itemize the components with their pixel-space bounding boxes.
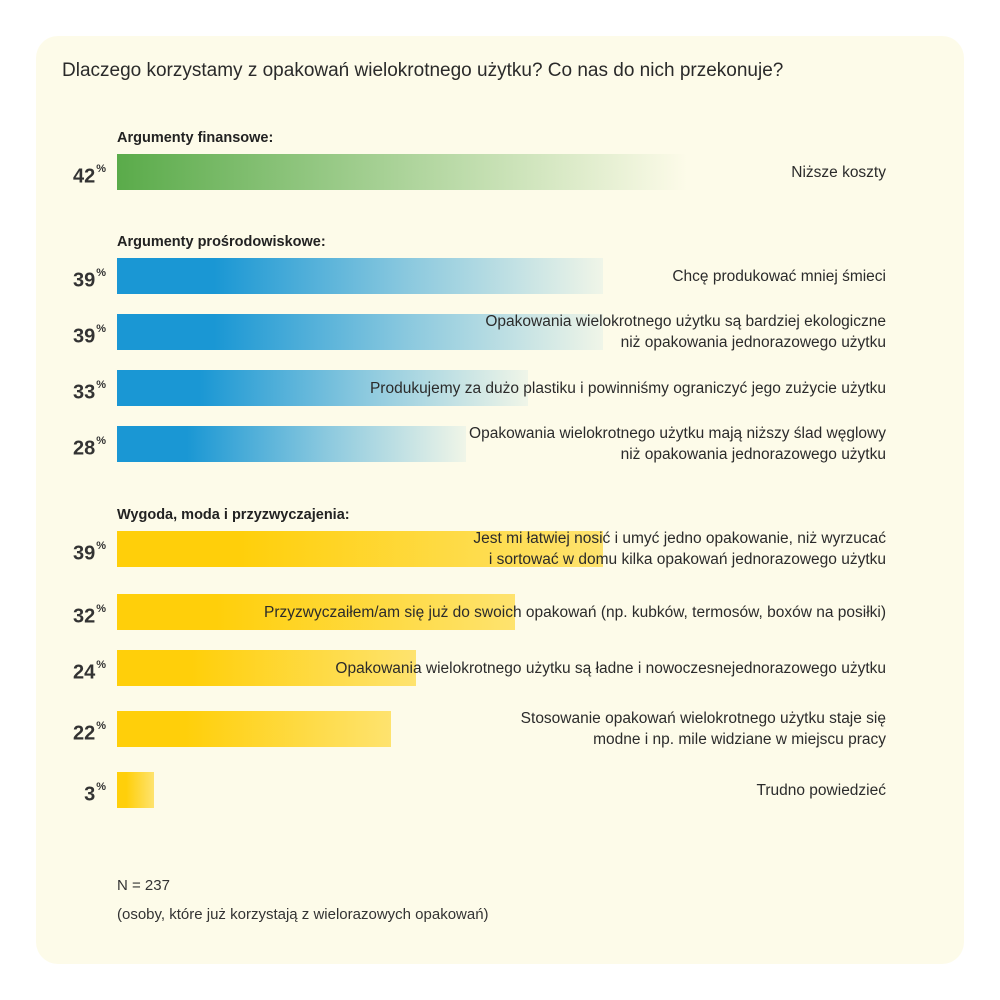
bar-row: 42% Niższe koszty	[0, 154, 1000, 190]
value-number: 33	[72, 381, 96, 404]
category-label: Opakowania wielokrotnego użytku są bardz…	[126, 313, 886, 351]
value-label: 32%	[40, 594, 106, 630]
percent-sign: %	[96, 267, 106, 279]
percent-sign: %	[96, 720, 106, 732]
category-label-text: Niższe koszty	[791, 163, 886, 181]
value-number: 39	[72, 325, 96, 348]
bar	[117, 426, 466, 462]
group-label: Argumenty prośrodowiskowe:	[117, 234, 326, 250]
value-number: 42	[72, 165, 96, 188]
category-label: Trudno powiedzieć	[126, 772, 886, 808]
bar-row: 39% Opakowania wielokrotnego użytku są ba…	[0, 313, 1000, 351]
value-label: 42%	[40, 154, 106, 190]
value-label: 39%	[40, 531, 106, 567]
category-label-text: Trudno powiedzieć	[756, 781, 886, 799]
category-label: Jest mi łatwiej nosić i umyć jedno opako…	[126, 530, 886, 568]
chart-card	[36, 36, 964, 964]
category-label: Niższe koszty	[126, 154, 886, 190]
bar-row: 39% Chcę produkować mniej śmieci	[0, 258, 1000, 294]
value-label: 33%	[40, 370, 106, 406]
bar-row: 22% Stosowanie opakowań wielokrotnego uży…	[0, 710, 1000, 748]
value-number: 24	[72, 661, 96, 684]
value-label: 3%	[40, 772, 106, 808]
bar	[117, 258, 603, 294]
value-label: 39%	[40, 258, 106, 294]
value-number: 39	[72, 542, 96, 565]
value-number: 32	[72, 605, 96, 628]
bar	[117, 314, 603, 350]
value-label: 28%	[40, 426, 106, 462]
bar	[117, 594, 515, 630]
sample-size-note: N = 237	[117, 877, 170, 894]
value-number: 28	[72, 437, 96, 460]
category-label-text: Opakowania wielokrotnego użytku są ładne…	[335, 659, 886, 677]
chart-title: Dlaczego korzystamy z opakowań wielokrot…	[62, 60, 784, 81]
category-label: Stosowanie opakowań wielokrotnego użytku…	[126, 710, 886, 748]
percent-sign: %	[96, 603, 106, 615]
bar-row: 39% Jest mi łatwiej nosić i umyć jedno op…	[0, 530, 1000, 568]
percent-sign: %	[96, 659, 106, 671]
category-label-text: Opakowania wielokrotnego użytku mają niż…	[469, 425, 886, 463]
category-label-text: Chcę produkować mniej śmieci	[672, 267, 886, 285]
percent-sign: %	[96, 540, 106, 552]
value-number: 39	[72, 269, 96, 292]
category-label: Produkujemy za dużo plastiku i powinniśm…	[126, 370, 886, 406]
category-label-text: Produkujemy za dużo plastiku i powinniśm…	[369, 379, 886, 397]
value-number: 22	[72, 722, 96, 745]
percent-sign: %	[96, 379, 106, 391]
category-label-text: Przyzwyczaiłem/am się już do swoich opak…	[264, 603, 886, 621]
value-label: 24%	[40, 650, 106, 686]
bar	[117, 711, 391, 747]
category-label-text: Stosowanie opakowań wielokrotnego użytku…	[520, 710, 886, 748]
sample-description-note: (osoby, które już korzystają z wielorazo…	[117, 906, 489, 923]
percent-sign: %	[96, 323, 106, 335]
value-label: 22%	[40, 711, 106, 747]
percent-sign: %	[96, 781, 106, 793]
bar	[117, 772, 154, 808]
percent-sign: %	[96, 435, 106, 447]
group-label: Wygoda, moda i przyzwyczajenia:	[117, 507, 350, 523]
bar-row: 24% Opakowania wielokrotnego użytku są ła…	[0, 650, 1000, 686]
bar	[117, 650, 416, 686]
bar	[117, 154, 687, 190]
category-label: Przyzwyczaiłem/am się już do swoich opak…	[126, 594, 886, 630]
bar-row: 33% Produkujemy za dużo plastiku i powinn…	[0, 370, 1000, 406]
bar	[117, 531, 603, 567]
category-label: Chcę produkować mniej śmieci	[126, 258, 886, 294]
bar-row: 32% Przyzwyczaiłem/am się już do swoich o…	[0, 594, 1000, 630]
category-label-text: Jest mi łatwiej nosić i umyć jedno opako…	[473, 530, 886, 568]
group-label: Argumenty finansowe:	[117, 130, 274, 146]
bar	[117, 370, 528, 406]
category-label-text: Opakowania wielokrotnego użytku są bardz…	[485, 313, 886, 351]
value-number: 3	[84, 783, 96, 806]
bar-row: 28% Opakowania wielokrotnego użytku mają …	[0, 425, 1000, 463]
bar-row: 3% Trudno powiedzieć	[0, 772, 1000, 808]
percent-sign: %	[96, 163, 106, 175]
category-label: Opakowania wielokrotnego użytku są ładne…	[126, 650, 886, 686]
category-label: Opakowania wielokrotnego użytku mają niż…	[126, 425, 886, 463]
value-label: 39%	[40, 314, 106, 350]
